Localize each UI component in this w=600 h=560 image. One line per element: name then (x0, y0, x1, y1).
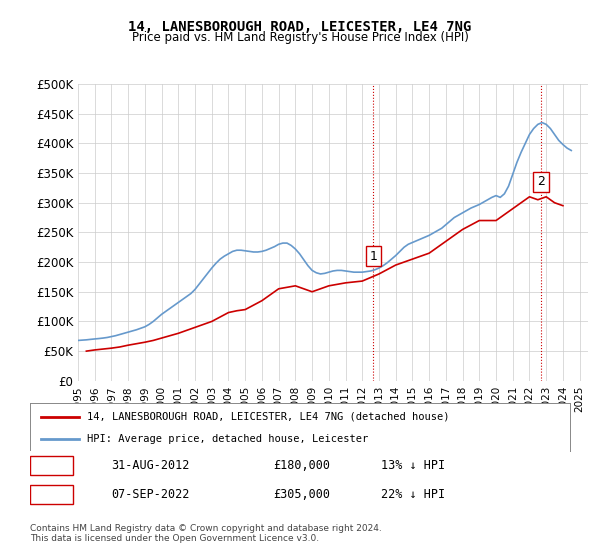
Text: 07-SEP-2022: 07-SEP-2022 (111, 488, 190, 501)
Text: 13% ↓ HPI: 13% ↓ HPI (381, 459, 445, 472)
FancyBboxPatch shape (30, 456, 73, 475)
Text: 31-AUG-2012: 31-AUG-2012 (111, 459, 190, 472)
Text: 22% ↓ HPI: 22% ↓ HPI (381, 488, 445, 501)
Text: 2: 2 (537, 175, 545, 189)
Text: £305,000: £305,000 (273, 488, 330, 501)
Text: 2: 2 (48, 488, 55, 501)
Text: 1: 1 (370, 250, 377, 263)
Text: HPI: Average price, detached house, Leicester: HPI: Average price, detached house, Leic… (86, 434, 368, 444)
Text: 1: 1 (48, 459, 55, 472)
Text: Price paid vs. HM Land Registry's House Price Index (HPI): Price paid vs. HM Land Registry's House … (131, 31, 469, 44)
Text: 14, LANESBOROUGH ROAD, LEICESTER, LE4 7NG: 14, LANESBOROUGH ROAD, LEICESTER, LE4 7N… (128, 20, 472, 34)
Text: Contains HM Land Registry data © Crown copyright and database right 2024.
This d: Contains HM Land Registry data © Crown c… (30, 524, 382, 543)
Text: £180,000: £180,000 (273, 459, 330, 472)
Text: 14, LANESBOROUGH ROAD, LEICESTER, LE4 7NG (detached house): 14, LANESBOROUGH ROAD, LEICESTER, LE4 7N… (86, 412, 449, 422)
FancyBboxPatch shape (30, 486, 73, 505)
